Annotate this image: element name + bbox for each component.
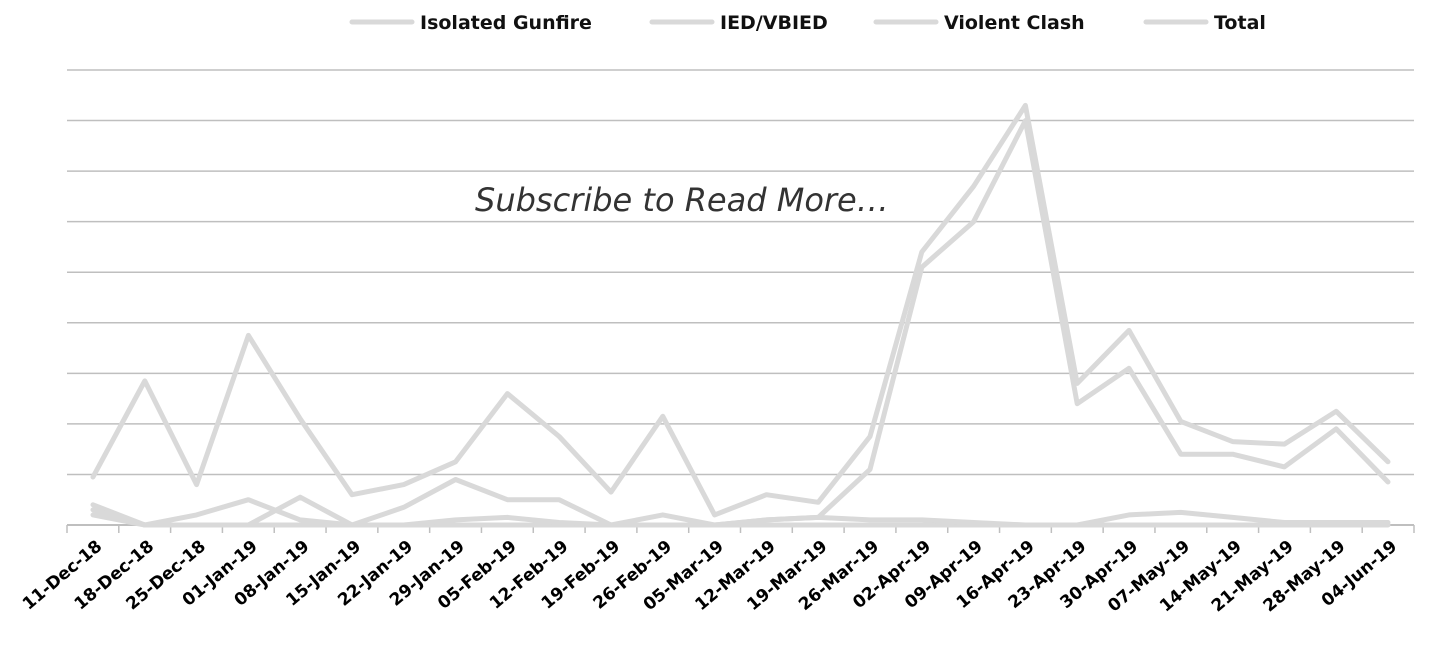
series-line-ied-vbied: [90, 494, 1391, 528]
x-axis-tick-labels: 11-Dec-1818-Dec-1825-Dec-1801-Jan-1908-J…: [19, 537, 1401, 617]
legend-label: IED/VBIED: [720, 12, 828, 34]
x-axis-ticks: [66, 525, 1415, 533]
overlay-watermark-text: Subscribe to Read More…: [475, 181, 889, 219]
series-line-total: [90, 102, 1391, 518]
gridlines: [67, 69, 1414, 476]
legend-label: Isolated Gunfire: [420, 12, 592, 34]
series-layer: [90, 102, 1391, 528]
legend: Isolated Gunfire IED/VBIED Violent Clash To…: [349, 12, 1266, 34]
series-line-violent-clash: [90, 509, 1391, 528]
legend-label: Total: [1214, 12, 1266, 34]
legend-label: Violent Clash: [944, 12, 1085, 34]
